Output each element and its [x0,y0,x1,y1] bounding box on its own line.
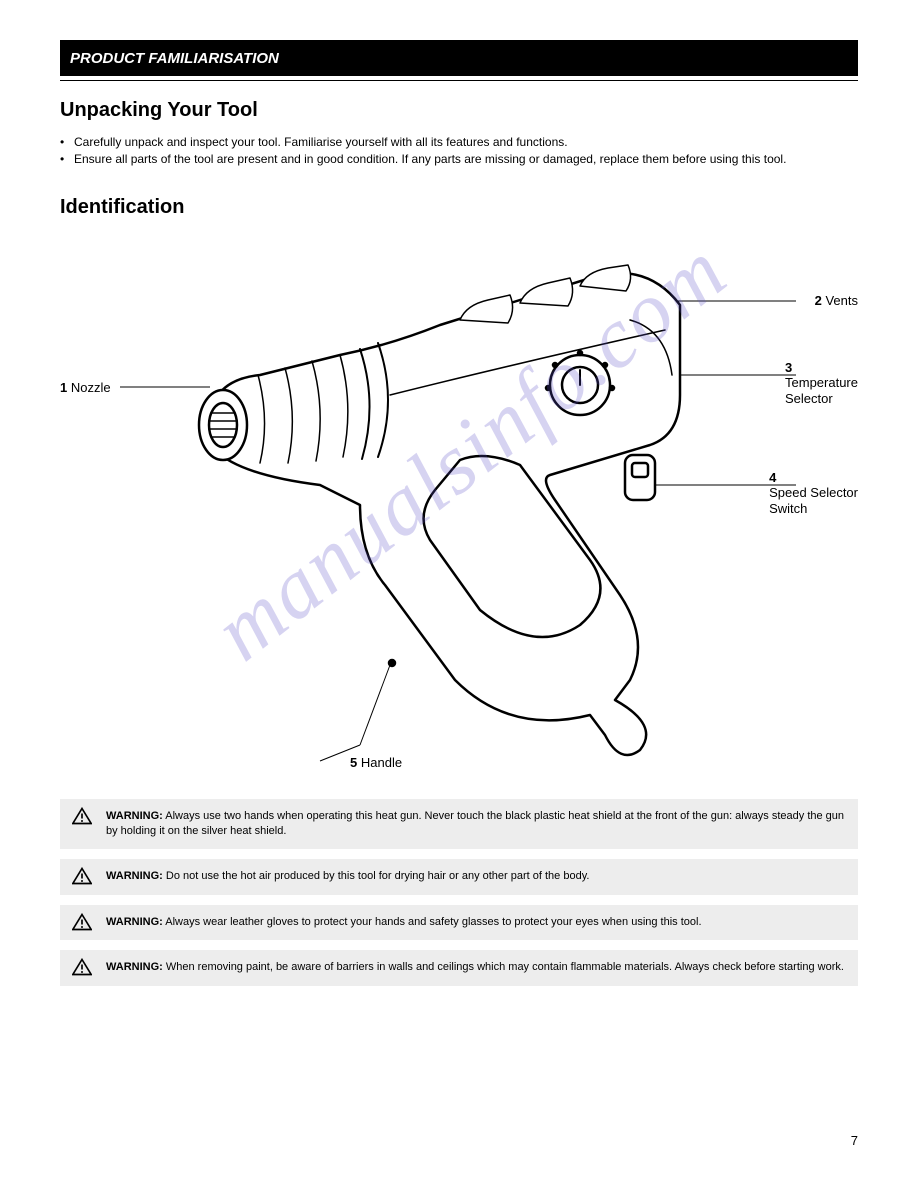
unpack-title: Unpacking Your Tool [60,99,858,122]
warning-box: WARNING: When removing paint, be aware o… [60,950,858,985]
warning-lead: WARNING: [106,916,163,928]
warning-icon [72,867,92,885]
bullet-icon: • [60,151,74,168]
unpack-list: • Carefully unpack and inspect your tool… [60,134,858,168]
diagram: 1 Nozzle 2 Vents 3 TemperatureSelector 4… [60,225,858,785]
header-bar: PRODUCT FAMILIARISATION [60,40,858,76]
warning-icon [72,913,92,931]
warning-icon [72,807,92,825]
warning-lead: WARNING: [106,961,163,973]
list-item: • Carefully unpack and inspect your tool… [60,134,858,151]
unpack-item-text: Carefully unpack and inspect your tool. … [74,134,568,151]
warning-box: WARNING: Always wear leather gloves to p… [60,905,858,940]
warning-text: When removing paint, be aware of barrier… [166,961,844,973]
warning-lead: WARNING: [106,810,163,822]
page-number: 7 [851,1133,858,1148]
heat-gun-illustration [60,225,860,785]
warning-text: Always wear leather gloves to protect yo… [165,916,701,928]
warning-box: WARNING: Do not use the hot air produced… [60,859,858,894]
bullet-icon: • [60,134,74,151]
unpack-item-text: Ensure all parts of the tool are present… [74,151,786,168]
warning-box: WARNING: Always use two hands when opera… [60,799,858,850]
identification-title: Identification [60,196,858,219]
warning-lead: WARNING: [106,870,163,882]
warning-text: Do not use the hot air produced by this … [166,870,590,882]
header-rule [60,80,858,81]
warning-icon [72,958,92,976]
list-item: • Ensure all parts of the tool are prese… [60,151,858,168]
warning-text: Always use two hands when operating this… [106,810,844,837]
header-title: PRODUCT FAMILIARISATION [70,50,279,67]
